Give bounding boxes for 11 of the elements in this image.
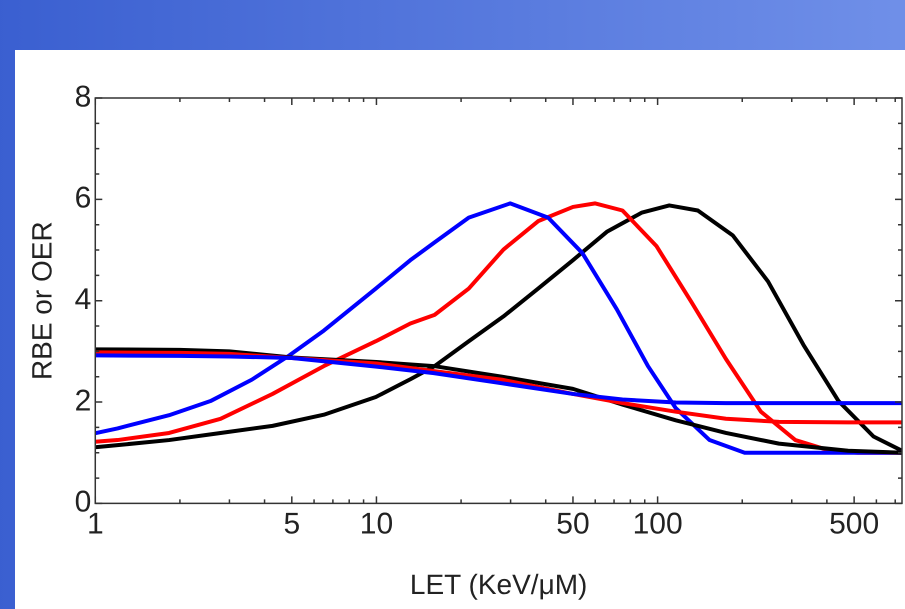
x-axis-title: LET (KeV/μM) bbox=[410, 568, 588, 600]
y-tick-label: 6 bbox=[74, 182, 92, 215]
y-axis-title: RBE or OER bbox=[26, 221, 58, 380]
y-tick-label: 2 bbox=[74, 384, 92, 418]
x-tick-label: 50 bbox=[556, 508, 590, 541]
y-tick-label: 8 bbox=[74, 80, 92, 114]
x-tick-label: 100 bbox=[632, 508, 683, 541]
x-tick-label: 5 bbox=[283, 508, 300, 541]
x-tick-label: 10 bbox=[360, 508, 394, 541]
y-tick-label: 4 bbox=[74, 282, 92, 316]
x-tick-label: 500 bbox=[829, 508, 880, 541]
